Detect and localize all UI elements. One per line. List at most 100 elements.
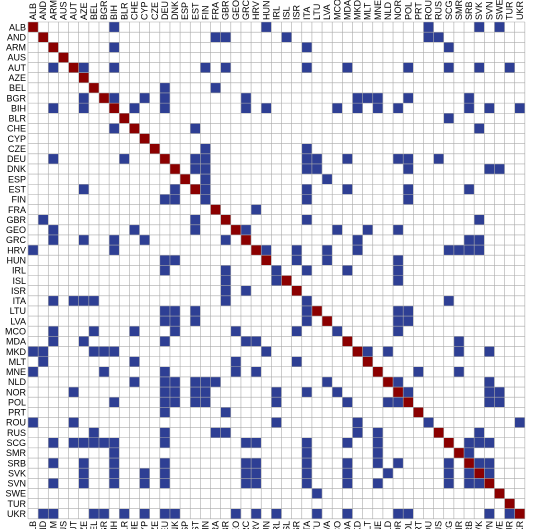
diagonal-cell-aus (58, 52, 69, 63)
bottom-label-prt: PRT (413, 520, 423, 529)
diagonal-cell-gbr (220, 214, 231, 225)
cell-pol-dnk (169, 397, 181, 408)
bottom-label-rou: ROU (424, 521, 434, 529)
cell-nor-ita (301, 387, 312, 398)
cell-svk-aze (78, 468, 89, 479)
bottom-label-deu: DEU (160, 521, 170, 529)
cell-scg-aut (68, 437, 79, 448)
cell-nor-mco (332, 387, 343, 398)
left-label-ukr: UKR (7, 509, 27, 519)
cell-svn-aze (78, 478, 89, 489)
cell-aut-svk (474, 62, 485, 73)
cell-bel-fra (210, 82, 221, 93)
bottom-label-mne: MNE (373, 521, 383, 529)
cell-est-ita (301, 184, 312, 195)
cell-mkd-bih (109, 346, 120, 357)
left-label-hrv: HRV (7, 245, 26, 255)
cell-mco-isr (291, 326, 302, 337)
cell-rus-svk (474, 427, 485, 438)
cell-ltu-pol (403, 305, 414, 317)
cell-ukr-cyp (139, 508, 150, 519)
bottom-label-bgr: BGR (99, 520, 109, 529)
cell-mco-che (129, 326, 140, 337)
cell-nor-dnk (169, 387, 181, 398)
diagonal-cell-blr (119, 113, 130, 124)
left-label-nor: NOR (6, 387, 27, 397)
cell-ukr-deu (159, 508, 170, 519)
cell-mlt-isr (291, 356, 302, 367)
bottom-label-hrv: HRV (251, 521, 261, 529)
cell-isl-gbr (220, 275, 231, 286)
cell-mda-deu (159, 336, 170, 347)
cell-fin-dnk (169, 194, 181, 205)
cell-srb-arm (48, 458, 59, 469)
cell-hrv-svk (474, 245, 485, 256)
cell-pol-nor (393, 397, 404, 408)
cell-srb-svn (484, 458, 495, 469)
cell-aut-gbr (220, 62, 231, 73)
top-label-ltu: LTU (312, 4, 322, 20)
cell-hrv-mkd (352, 245, 363, 256)
diagonal-cell-svn (484, 478, 495, 489)
cell-mlt-che (129, 356, 140, 367)
bottom-axis-labels: ALBANDARMAUSAUTAZEBELBGRBIHBLRCHECYPCZED… (28, 520, 525, 529)
left-label-ltu: LTU (10, 306, 26, 316)
cell-mne-prt (413, 366, 424, 377)
top-label-nor: NOR (393, 0, 403, 20)
cell-ukr-and (38, 508, 49, 519)
cell-geo-nor (393, 224, 404, 235)
diagonal-cell-svk (474, 468, 485, 479)
cell-scg-ita (301, 437, 312, 448)
cell-cze-fin (200, 143, 211, 154)
left-label-mco: MCO (5, 326, 26, 336)
bottom-label-isl: ISL (282, 521, 292, 529)
bottom-label-ukr: UKR (515, 520, 525, 529)
cell-irl-ita (301, 265, 312, 276)
heatmap-cells (28, 22, 525, 519)
cell-esp-lva (322, 174, 333, 185)
bottom-label-ita: ITA (302, 521, 312, 529)
cell-aut-fin (200, 62, 211, 73)
cell-pol-mda (342, 397, 353, 408)
bottom-label-aut: AUT (69, 520, 79, 529)
top-label-mne: MNE (373, 0, 383, 20)
cell-scg-aze (78, 437, 89, 448)
bottom-label-srb: SRB (464, 521, 474, 529)
diagonal-cell-scg (443, 437, 454, 448)
cell-fin-fin (200, 194, 211, 205)
left-label-mda: MDA (6, 337, 26, 347)
cell-ita-scg (443, 295, 454, 306)
diagonal-cell-tur (504, 498, 515, 509)
left-label-mkd: MKD (6, 347, 27, 357)
left-label-arm: ARM (6, 43, 26, 53)
cell-nld-svn (484, 376, 495, 388)
cell-alb-swe (494, 22, 505, 33)
left-label-nld: NLD (8, 377, 27, 387)
cell-mne-smr (453, 366, 465, 377)
cell-dnk-ltu (311, 163, 323, 175)
cell-pol-deu (159, 397, 170, 408)
cell-arm-bih (109, 42, 120, 53)
bottom-label-svn: SVN (484, 521, 494, 529)
cell-ita-aut (68, 295, 79, 306)
cell-dnk-est (190, 163, 201, 175)
left-label-ita: ITA (13, 296, 26, 306)
cell-svk-cyp (139, 468, 150, 479)
top-label-isr: ISR (292, 4, 302, 20)
cell-est-mda (342, 184, 353, 195)
cell-lva-est (190, 316, 201, 327)
cell-pol-irl (271, 397, 282, 408)
cell-scg-deu (159, 437, 170, 448)
diagonal-cell-mne (372, 366, 383, 377)
cell-bih-mne (372, 103, 383, 114)
bottom-label-aus: AUS (58, 521, 68, 529)
cell-irl-nor (393, 265, 404, 276)
cell-che-bih (109, 123, 120, 134)
bottom-label-blr: BLR (119, 520, 129, 529)
cell-bgr-cyp (139, 92, 150, 104)
cell-prt-gbr (220, 407, 231, 418)
top-label-fin: FIN (200, 6, 210, 21)
cell-srb-mda (342, 458, 353, 469)
cell-svk-mda (342, 468, 353, 479)
